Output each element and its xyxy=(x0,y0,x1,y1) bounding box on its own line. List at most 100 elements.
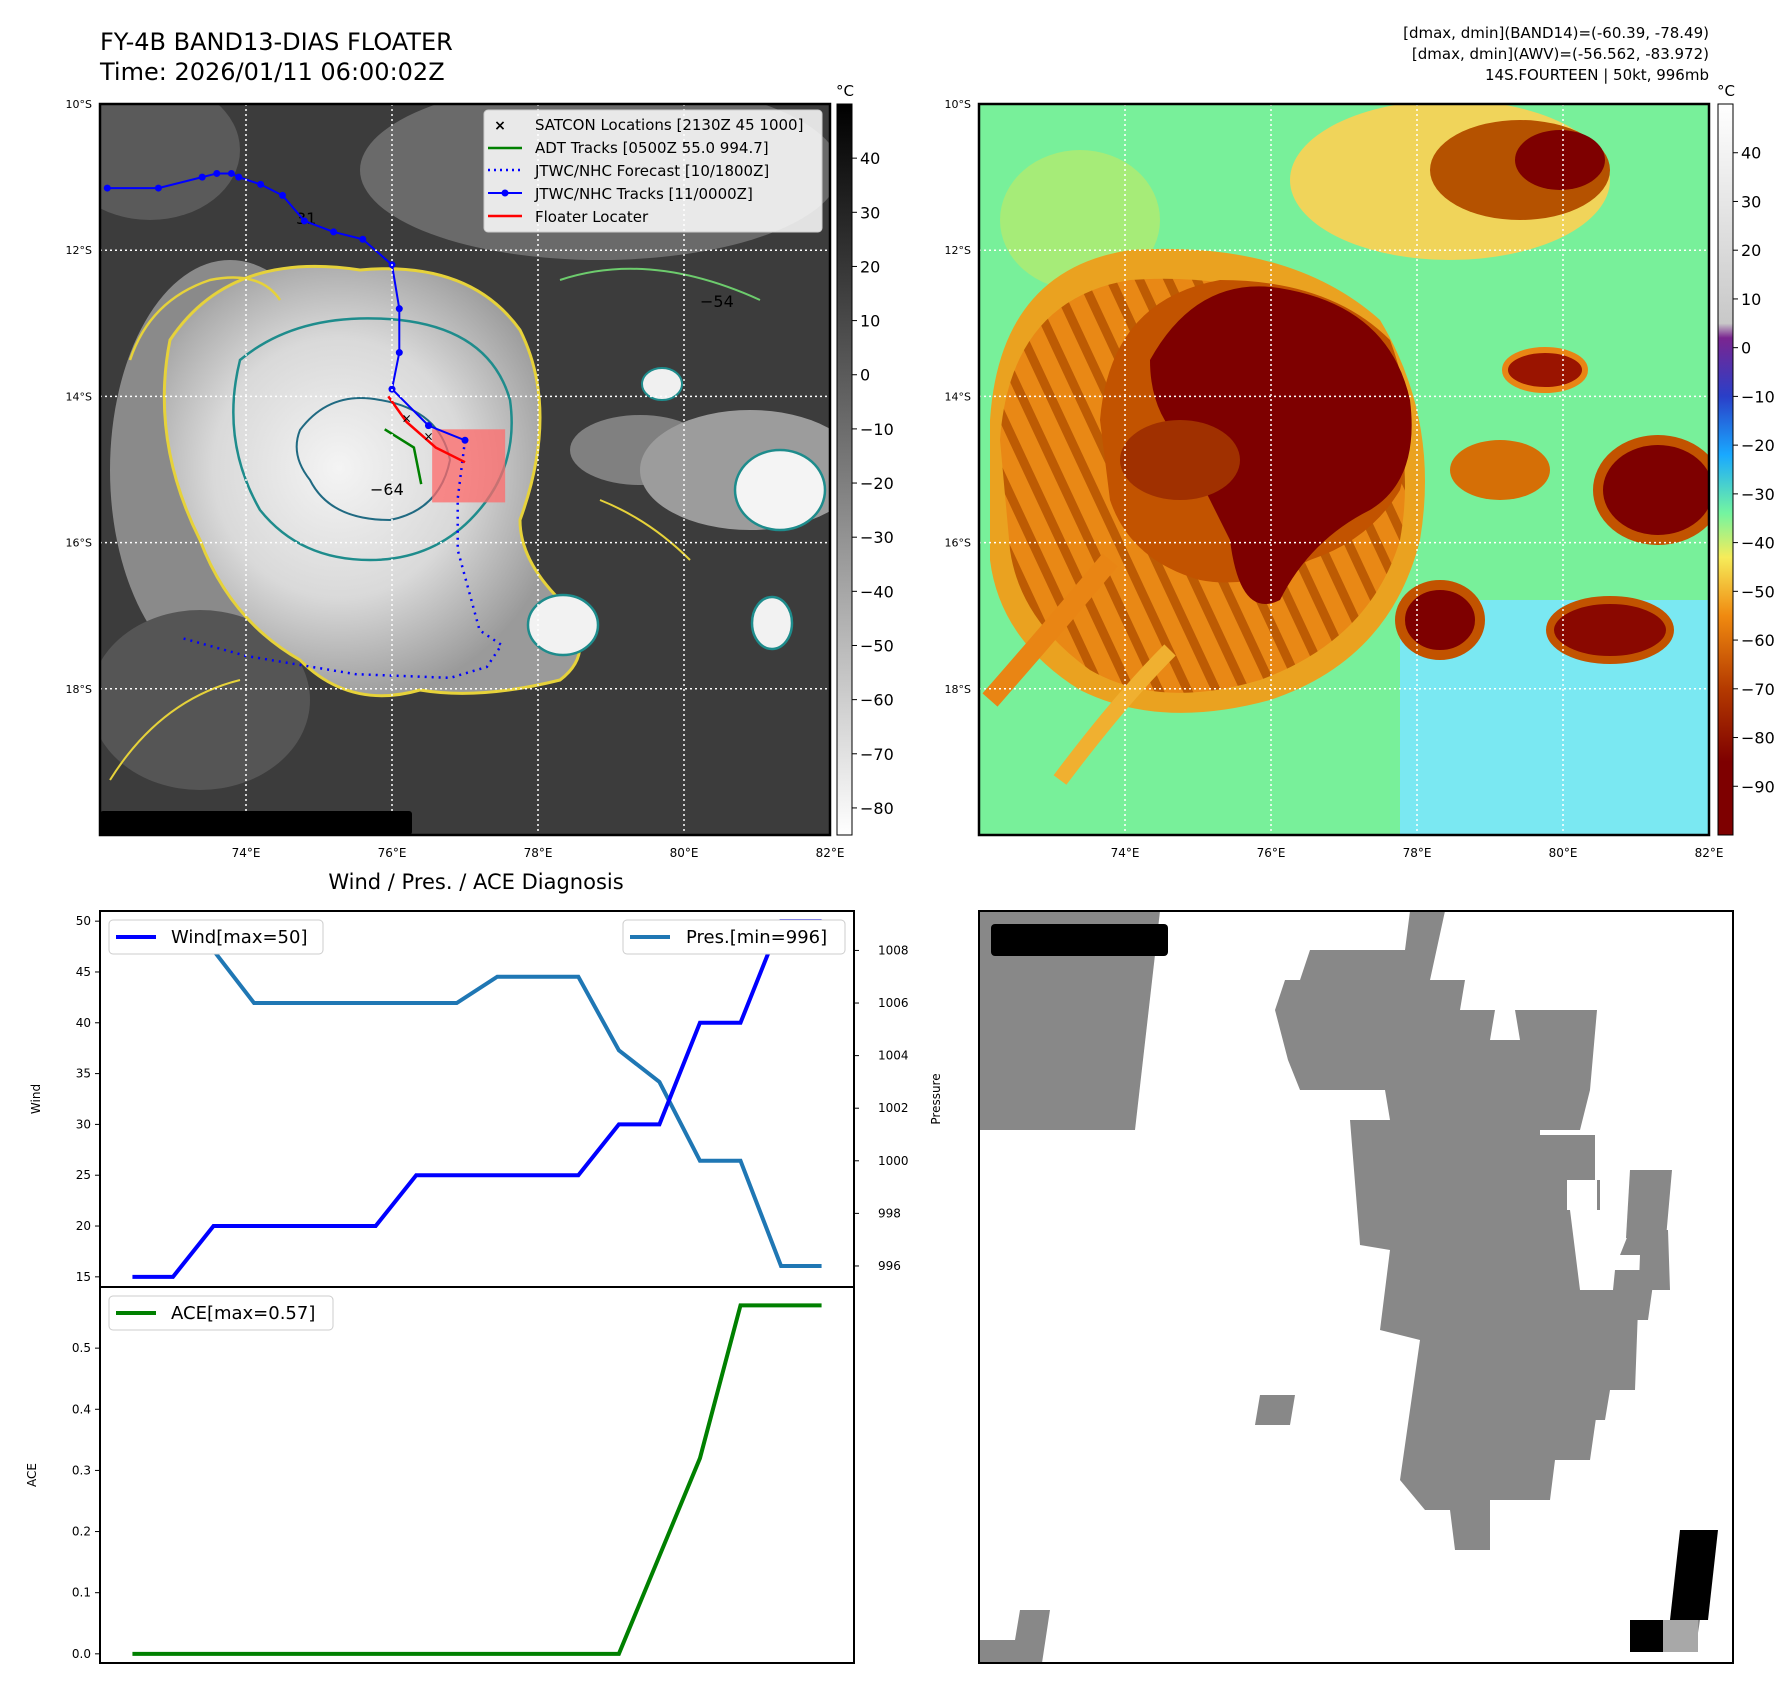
lon-tick-label: 82°E xyxy=(1695,846,1724,860)
pressure-legend: Pres.[min=996] xyxy=(622,919,846,955)
copyright-badge xyxy=(100,811,412,835)
wmg-black-block xyxy=(1670,1530,1718,1620)
lat-tick-label: 12°S xyxy=(66,244,92,257)
colorbar-tick-label: −90 xyxy=(1741,777,1775,796)
wind-ytick-label: 20 xyxy=(76,1219,91,1233)
colorbar-tick-label: 0 xyxy=(1741,339,1751,358)
colorbar-tick-label: −10 xyxy=(860,420,894,439)
colorbar-tick-label: 40 xyxy=(1741,144,1761,163)
title-line1: FY-4B BAND13-DIAS FLOATER xyxy=(100,28,453,56)
jtwc-track-point xyxy=(103,184,111,192)
wind-line xyxy=(132,919,822,1279)
awv-colorbar-ticks: 40 30 20 10 0 −10 −20 −30 −40 −50 −60 −70 −80 −90 xyxy=(1733,144,1775,796)
pressure-legend-label: Pres.[min=996] xyxy=(686,927,827,948)
jtwc-track-point xyxy=(227,169,235,177)
colorbar-tick-label: −60 xyxy=(860,691,894,710)
colorbar-tick-label: 30 xyxy=(860,203,880,222)
pressure-ytick-label: 1002 xyxy=(878,1101,909,1115)
lat-tick-label: 18°S xyxy=(945,683,971,696)
wind-ytick-label: 30 xyxy=(76,1117,91,1131)
colorbar-tick-label: −60 xyxy=(1741,631,1775,650)
wind-ytick-label: 45 xyxy=(76,965,91,979)
jtwc-forecast-line xyxy=(179,440,504,680)
lon-tick-label: 76°E xyxy=(378,846,407,860)
wmg-frame xyxy=(978,910,1734,1664)
lat-tick-label: 12°S xyxy=(945,244,971,257)
awv-imagery xyxy=(979,104,1709,835)
ir-map-panel: 31 −54 −64 ×× 10°S12°S14°S16°S18°S74°E76… xyxy=(66,82,894,860)
wind-legend: Wind[max=50] xyxy=(108,919,324,955)
diagnosis-panel: Wind / Pres. / ACE Diagnosis Wind Pressu… xyxy=(25,870,943,1664)
wind-legend-label: Wind[max=50] xyxy=(171,927,308,948)
track-overlay: ×× xyxy=(103,169,506,680)
jtwc-track-point xyxy=(235,173,243,181)
lat-tick-label: 18°S xyxy=(66,683,92,696)
ace-ytick-label: 0.0 xyxy=(72,1647,91,1661)
wind-ytick-label: 40 xyxy=(76,1016,91,1030)
wmg-black-cell xyxy=(1630,1620,1663,1652)
track-legend: × SATCON Locations [2130Z 45 1000] ADT T… xyxy=(483,109,823,233)
floater-box xyxy=(432,429,506,503)
colorbar-tick-label: 10 xyxy=(860,312,880,331)
ir-colorbar-unit: °C xyxy=(836,82,854,100)
jtwc-track-point xyxy=(395,349,403,357)
lat-tick-label: 14°S xyxy=(66,390,92,403)
adt-track-line xyxy=(384,428,423,485)
wind-ytick-label: 15 xyxy=(76,1270,91,1284)
colorbar-tick-label: −30 xyxy=(860,528,894,547)
lon-tick-label: 80°E xyxy=(1549,846,1578,860)
legend-satcon-label: SATCON Locations [2130Z 45 1000] xyxy=(535,116,803,134)
colorbar-tick-label: −70 xyxy=(1741,680,1775,699)
lat-tick-label: 16°S xyxy=(66,537,92,550)
colorbar-tick-label: −80 xyxy=(1741,729,1775,748)
awv-map-panel: 10°S 12°S 14°S 16°S 18°S 74°E 76°E 78°E 80°E 82°E… xyxy=(945,82,1775,860)
jtwc-track-point xyxy=(279,191,286,199)
pressure-ytick-label: 1000 xyxy=(878,1154,909,1168)
copyright-text: Copyright © 2020-2026 Dapiya xyxy=(104,814,383,833)
pressure-ytick-label: 1006 xyxy=(878,996,909,1010)
pressure-line xyxy=(132,922,822,1268)
pressure-axis-label: Pressure xyxy=(929,1073,943,1124)
colorbar-tick-label: 30 xyxy=(1741,192,1761,211)
title-line2: Time: 2026/01/11 06:00:02Z xyxy=(99,58,445,86)
wmg-gap xyxy=(1567,1180,1597,1210)
wind-ytick-label: 35 xyxy=(76,1067,91,1081)
pressure-ytick-label: 1004 xyxy=(878,1049,909,1063)
jtwc-track-point xyxy=(213,169,221,177)
wind-ytick-label: 25 xyxy=(76,1168,91,1182)
jtwc-track-point xyxy=(154,184,162,192)
ace-line xyxy=(132,1303,822,1656)
lat-tick-label: 10°S xyxy=(66,98,92,111)
lon-tick-label: 74°E xyxy=(1111,846,1140,860)
colorbar-tick-label: −50 xyxy=(860,636,894,655)
wmg-light-cell xyxy=(1663,1620,1698,1652)
lon-tick-label: 82°E xyxy=(816,846,845,860)
info-line3: 14S.FOURTEEN | 50kt, 996mb xyxy=(1485,66,1709,84)
jtwc-track-point xyxy=(359,235,367,243)
legend-satcon-marker: × xyxy=(494,118,506,134)
satcon-marker: × xyxy=(402,411,412,425)
awv-map-gridlines: 10°S 12°S 14°S 16°S 18°S 74°E 76°E 78°E 80°E 82°E xyxy=(945,98,1724,860)
jtwc-track-point xyxy=(425,422,432,430)
jtwc-track-point xyxy=(300,217,308,225)
legend-forecast-label: JTWC/NHC Forecast [10/1800Z] xyxy=(534,162,769,180)
wmg-panel: WMG Count: 0 xyxy=(978,910,1734,1664)
jtwc-track-point xyxy=(330,228,338,236)
wind-ytick-label: 50 xyxy=(76,914,91,928)
jtwc-track-point xyxy=(461,436,469,444)
diagnosis-series: 15 20 25 30 35 40 45 50 996 998 1000 1002 1004 1006 10… xyxy=(72,914,909,1661)
ace-ytick-label: 0.2 xyxy=(72,1525,91,1539)
lon-tick-label: 74°E xyxy=(232,846,261,860)
ace-ytick-label: 0.4 xyxy=(72,1402,91,1416)
colorbar-tick-label: −20 xyxy=(1741,436,1775,455)
legend-floater-label: Floater Locater xyxy=(535,208,649,226)
colorbar-tick-label: −50 xyxy=(1741,582,1775,601)
jtwc-track-point xyxy=(395,305,403,313)
colorbar-tick-label: 20 xyxy=(860,257,880,276)
colorbar-tick-label: −40 xyxy=(1741,534,1775,553)
wmg-count-badge xyxy=(991,924,1168,956)
lon-tick-label: 80°E xyxy=(670,846,699,860)
jtwc-track-point xyxy=(257,180,265,188)
ir-colorbar-ticks: 40 30 20 10 0 −10 −20 −30 −40 −50 −60 −70 −80 xyxy=(852,149,894,818)
